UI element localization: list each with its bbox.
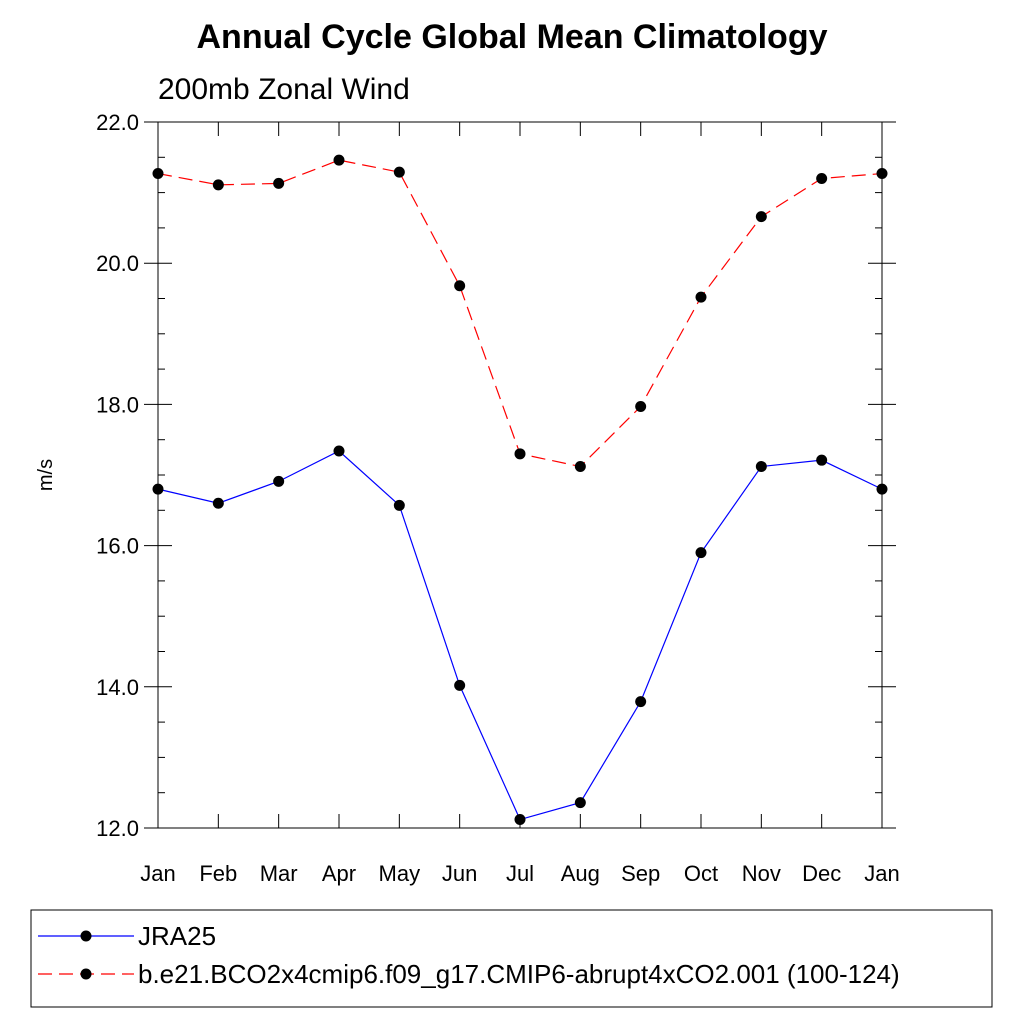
x-tick-label: Jan [864,861,899,886]
data-point [635,696,647,708]
x-tick-label: Jun [442,861,477,886]
y-axis-label: m/s [35,459,57,491]
series-lines [152,154,888,826]
data-point [695,291,707,303]
plot-frame [157,121,883,829]
legend-marker-0 [80,930,92,942]
y-tick-label: 14.0 [96,675,139,700]
data-point [212,497,224,509]
x-tick-label: Jul [506,861,534,886]
data-point [333,445,345,457]
chart-title: Annual Cycle Global Mean Climatology [197,18,828,56]
data-point [152,483,164,495]
y-tick-label: 12.0 [96,816,139,841]
data-point [876,483,888,495]
data-point [755,211,767,223]
data-point [393,499,405,511]
x-tick-label: May [379,861,421,886]
legend-box [30,909,993,1008]
data-point [816,172,828,184]
x-tick-label: Oct [684,861,718,886]
data-point [876,168,888,180]
data-point [393,166,405,178]
x-tick-label: Aug [561,861,600,886]
legend-marker-1 [80,968,92,980]
data-point [755,461,767,473]
data-point [273,475,285,487]
y-tick-label: 16.0 [96,534,139,559]
x-tick-label: Sep [621,861,660,886]
y-tick-label: 20.0 [96,251,139,276]
data-point [635,401,647,413]
data-point [574,797,586,809]
x-tick-label: Dec [802,861,841,886]
x-tick-label: Feb [199,861,237,886]
x-tick-label: Nov [742,861,781,886]
data-point [152,168,164,180]
data-point [212,179,224,191]
series-line-1 [157,159,883,468]
x-tick-label: Jan [140,861,175,886]
data-point [273,177,285,189]
data-point [574,461,586,473]
data-point [514,814,526,826]
legend: JRA25 b.e21.BCO2x4cmip6.f09_g17.CMIP6-abr… [38,921,900,989]
x-tick-label: Mar [260,861,298,886]
x-tick-label: Apr [322,861,356,886]
data-point [695,547,707,559]
series-line-0 [157,450,883,821]
data-point [514,448,526,460]
data-point [816,454,828,466]
y-tick-label: 18.0 [96,392,139,417]
data-point [454,679,466,691]
axes: 12.0 14.0 16.0 18.0 20.0 22.0 Jan Feb Mar Apr May J… [96,110,900,886]
legend-label-1: b.e21.BCO2x4cmip6.f09_g17.CMIP6-abrupt4x… [138,959,900,989]
data-point [454,280,466,292]
data-point [333,154,345,166]
legend-label-0: JRA25 [138,921,216,951]
chart-subtitle: 200mb Zonal Wind [158,73,410,106]
y-tick-label: 22.0 [96,110,139,135]
